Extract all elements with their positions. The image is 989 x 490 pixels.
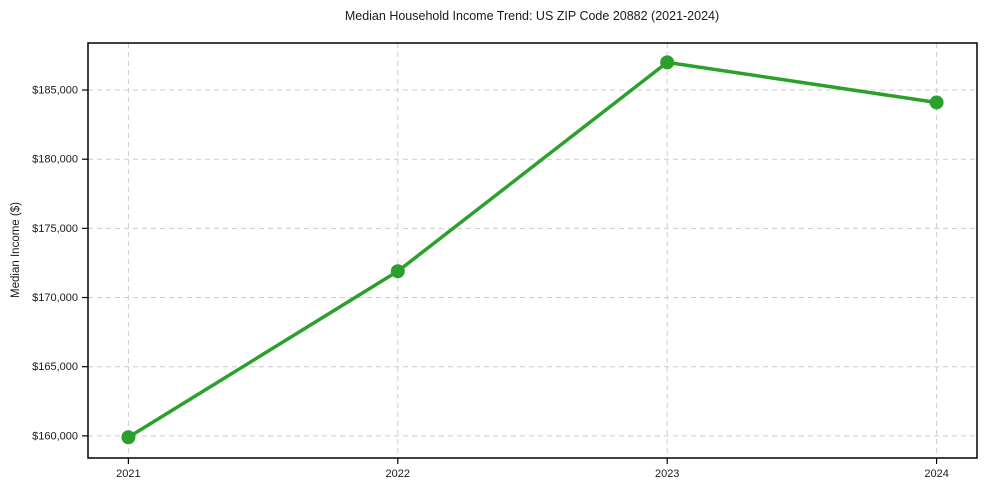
- chart-title: Median Household Income Trend: US ZIP Co…: [344, 9, 720, 23]
- y-tick-label: $160,000: [32, 430, 78, 442]
- x-tick-label: 2024: [924, 468, 948, 480]
- data-point-marker: [390, 264, 405, 279]
- data-point-marker: [660, 55, 675, 70]
- y-tick-label: $165,000: [32, 361, 78, 373]
- data-point-marker: [121, 430, 136, 445]
- data-point-marker: [929, 95, 944, 110]
- x-tick-label: 2021: [116, 468, 140, 480]
- plot-border: [87, 42, 978, 459]
- axis-tick-labels: $160,000 $165,000 $170,000 $175,000 $180,000…: [32, 85, 949, 480]
- x-tick-label: 2023: [655, 468, 679, 480]
- y-tick-label: $175,000: [32, 223, 78, 235]
- data-point-markers: [121, 55, 944, 445]
- trend-line: [126, 60, 939, 439]
- y-tick-label: $185,000: [32, 85, 78, 97]
- gridlines: [88, 43, 977, 458]
- axis-ticks: [82, 89, 938, 464]
- y-tick-label: $170,000: [32, 292, 78, 304]
- y-tick-label: $180,000: [32, 154, 78, 166]
- x-tick-label: 2022: [386, 468, 410, 480]
